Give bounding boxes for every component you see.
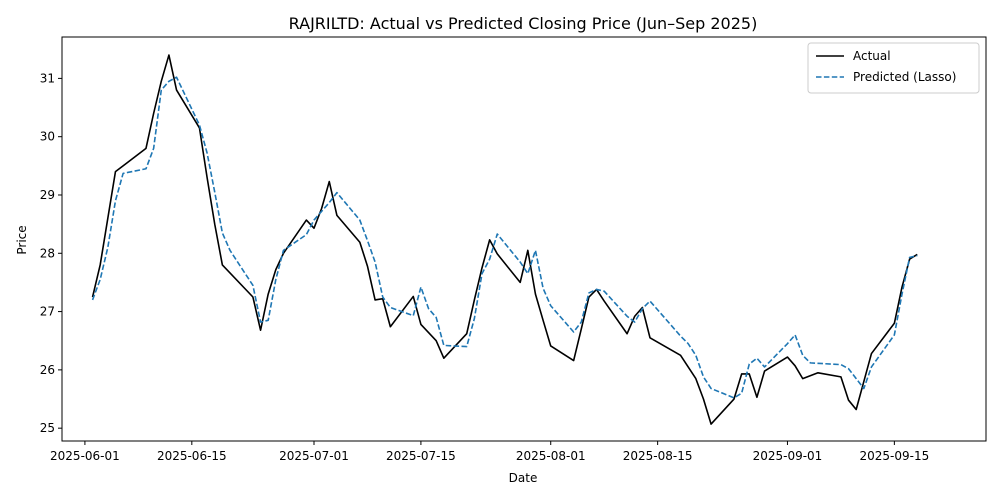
x-tick-label: 2025-08-01 <box>516 449 586 463</box>
legend-label-predicted: Predicted (Lasso) <box>853 70 956 84</box>
y-tick-label: 28 <box>40 246 55 260</box>
y-axis: 25 26 27 28 29 30 31 <box>40 71 62 435</box>
series-line-actual <box>91 54 918 425</box>
x-tick-label: 2025-08-15 <box>623 449 693 463</box>
chart-title: RAJRILTD: Actual vs Predicted Closing Pr… <box>289 14 758 33</box>
series-layer <box>91 54 918 425</box>
x-tick-label: 2025-09-01 <box>753 449 823 463</box>
x-tick-label: 2025-07-15 <box>386 449 456 463</box>
y-tick-label: 31 <box>40 71 55 85</box>
x-axis: 2025-06-01 2025-06-15 2025-07-01 2025-07-15… <box>50 441 929 463</box>
legend-box <box>807 42 980 94</box>
legend-label-actual: Actual <box>853 49 891 63</box>
x-axis-label: Date <box>509 471 538 485</box>
series-line-predicted <box>91 76 918 399</box>
y-tick-label: 26 <box>40 363 55 377</box>
y-tick-label: 27 <box>40 305 55 319</box>
plot-area <box>61 36 987 442</box>
plot-frame <box>61 36 987 442</box>
legend: Actual Predicted (Lasso) <box>807 42 980 94</box>
x-tick-label: 2025-06-15 <box>157 449 227 463</box>
y-axis-label: Price <box>15 225 29 254</box>
x-tick-label: 2025-06-01 <box>50 449 120 463</box>
x-tick-label: 2025-09-15 <box>859 449 929 463</box>
y-tick-label: 25 <box>40 421 55 435</box>
x-tick-label: 2025-07-01 <box>279 449 349 463</box>
y-tick-label: 29 <box>40 188 55 202</box>
y-tick-label: 30 <box>40 130 55 144</box>
